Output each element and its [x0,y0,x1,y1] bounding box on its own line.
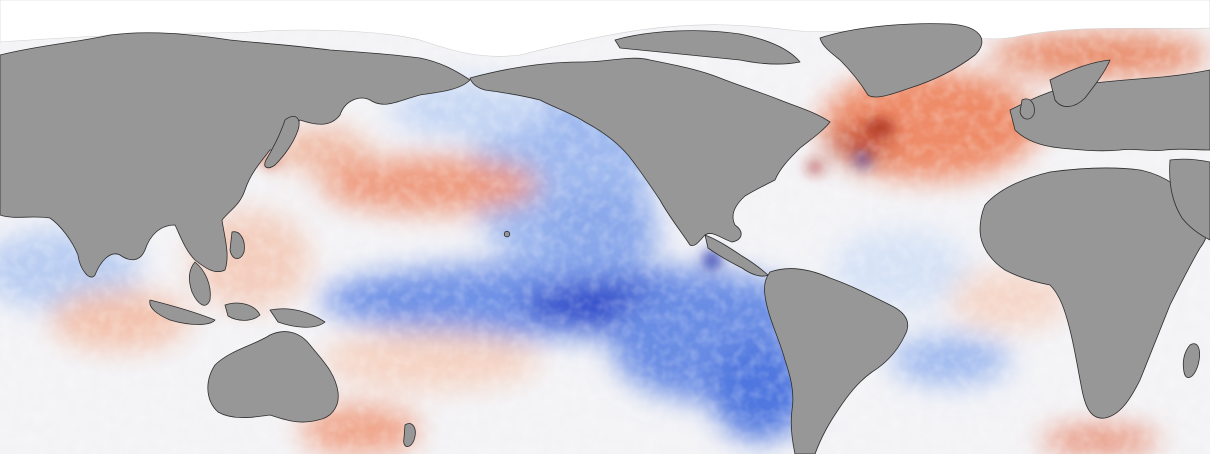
land-australia [207,331,339,423]
land-british-isles [1019,98,1035,120]
land-indonesia [149,299,326,328]
land-layer [0,23,1210,454]
land-japan [264,116,300,169]
land-canadian-arctic [614,30,801,65]
land-madagascar [1182,343,1200,378]
land-new-zealand [403,423,416,447]
arctic-no-data [0,0,1210,57]
land-scandinavia [1049,59,1111,107]
land-south-america [764,268,909,454]
land-indochina [188,261,211,306]
land-africa [979,167,1208,419]
land-arabia [1169,158,1210,241]
land-philippines [229,231,245,259]
land-north-america [469,57,831,247]
land-hawaii [503,230,511,238]
land-greenland [819,23,983,98]
land-asia [0,32,471,278]
